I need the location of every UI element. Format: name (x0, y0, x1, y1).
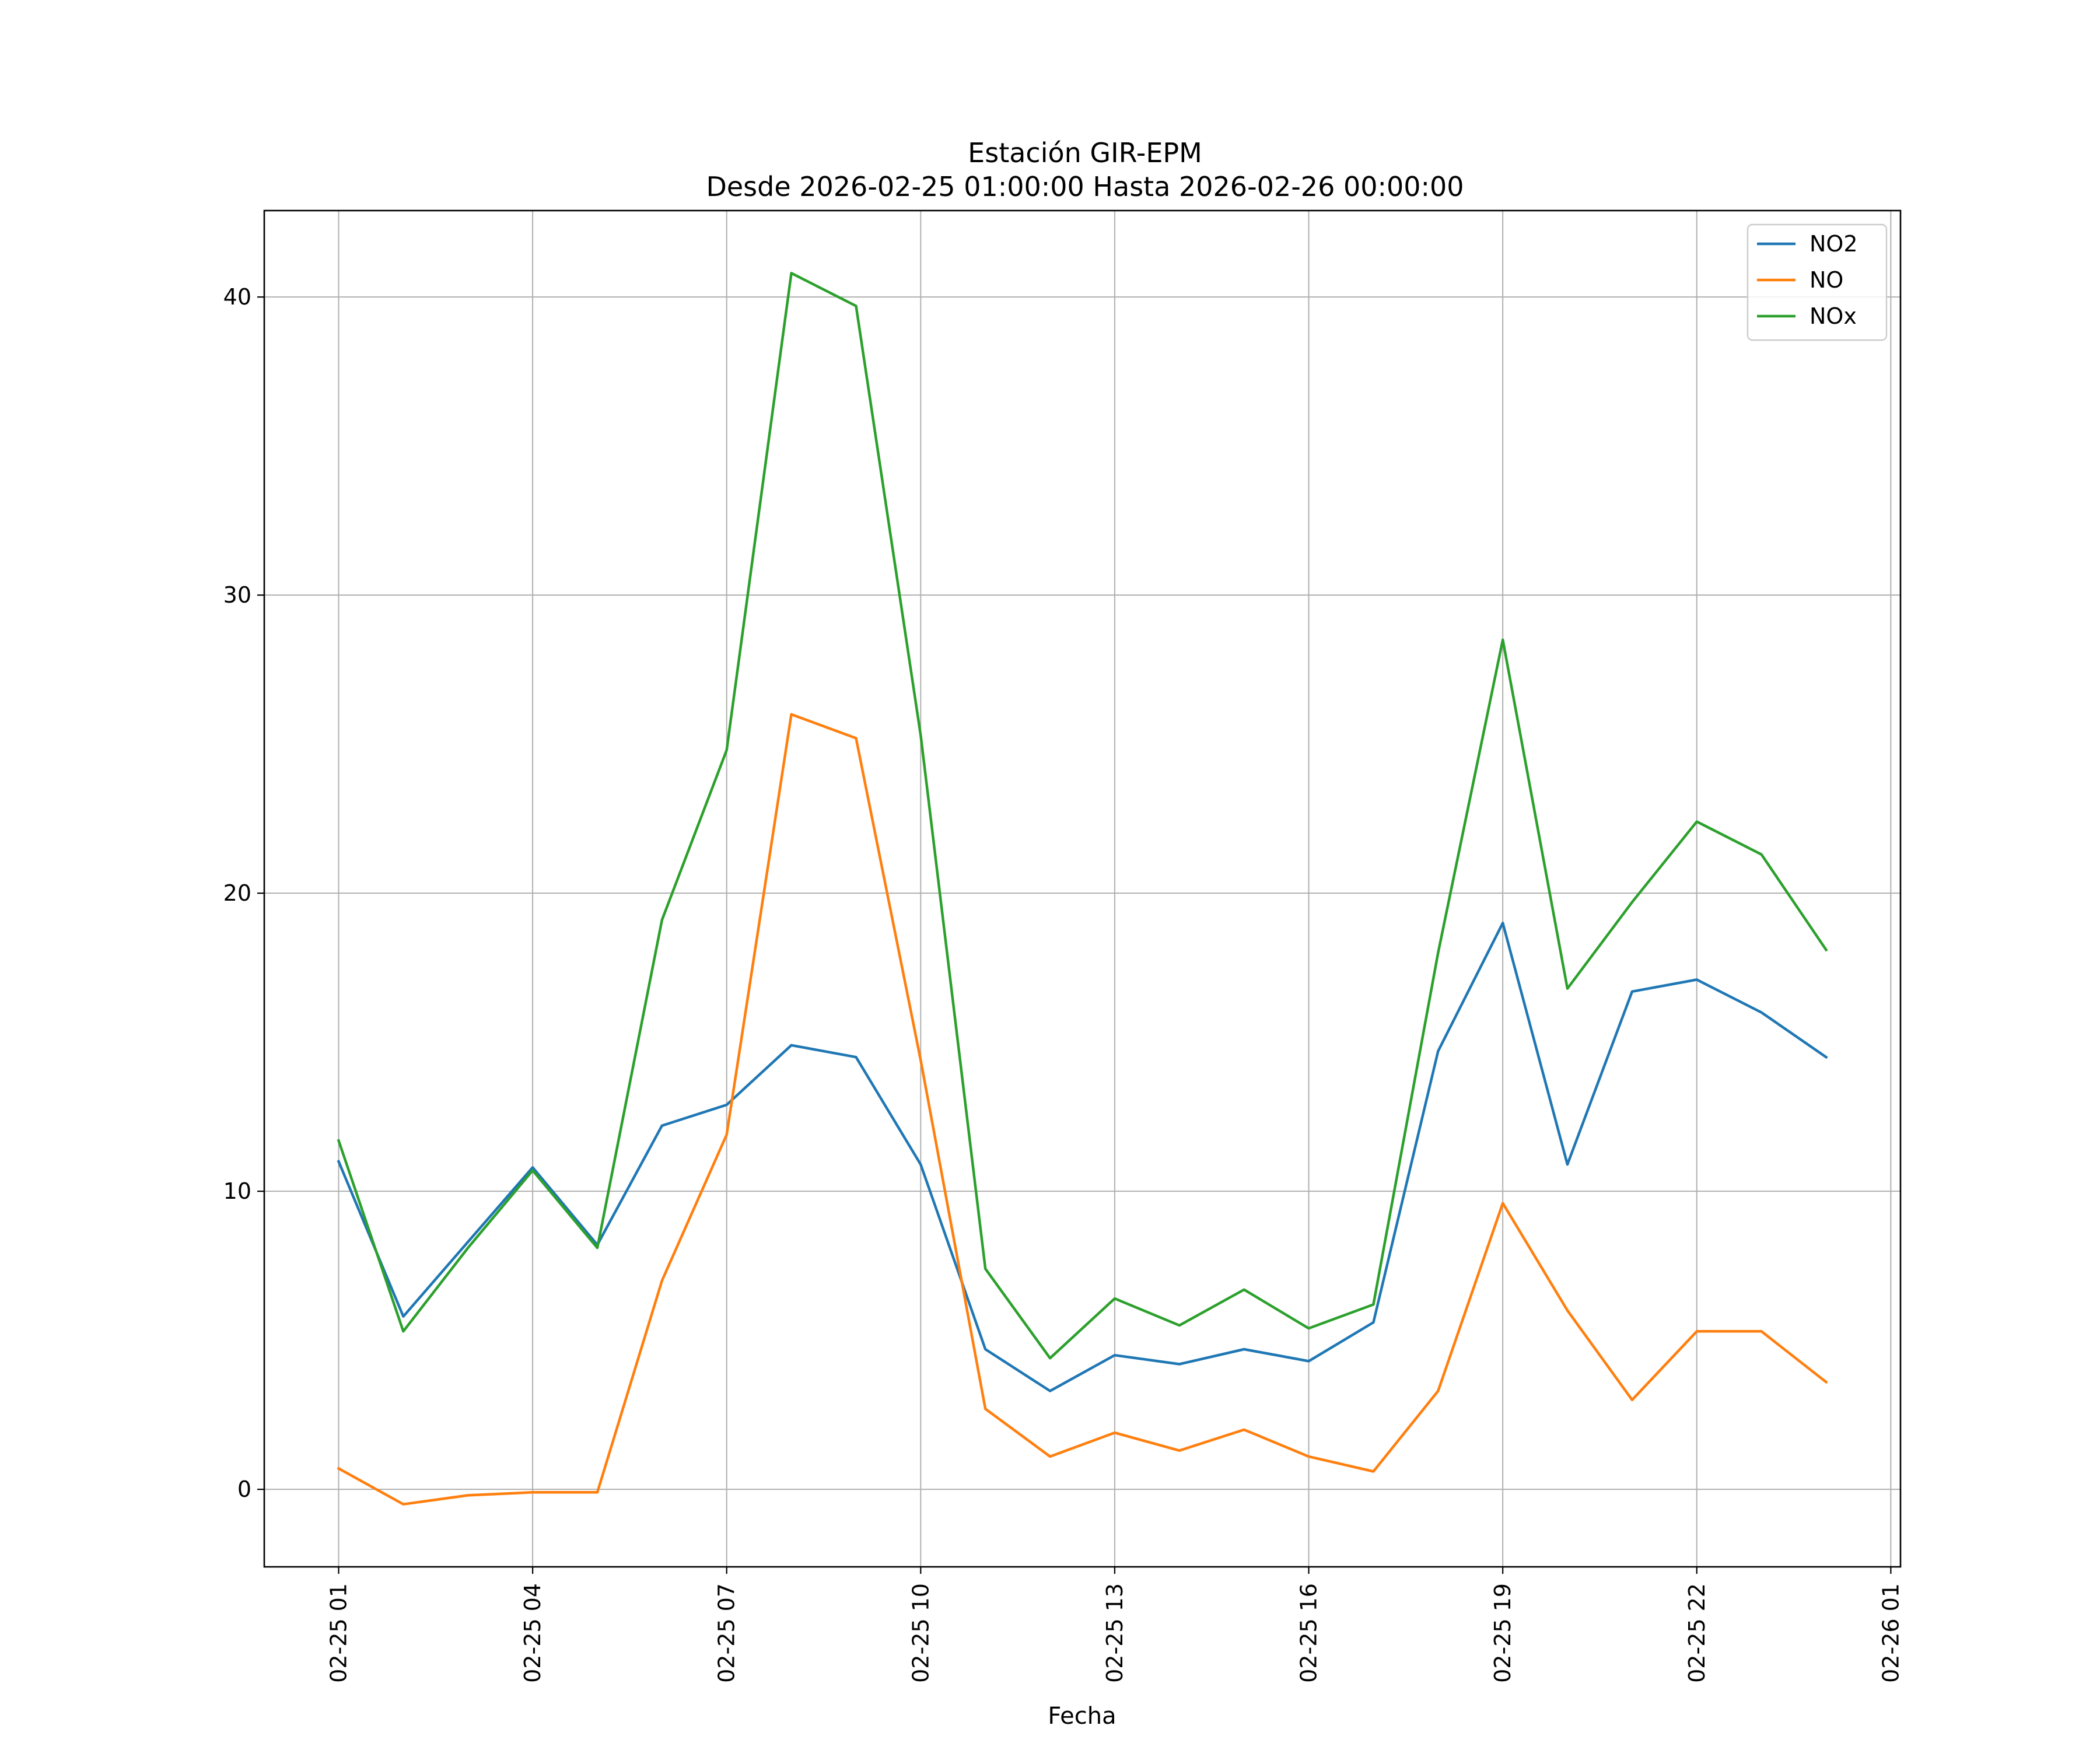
chart-title: Estación GIR-EPM (968, 137, 1202, 169)
x-tick-label: 02-26 01 (1878, 1583, 1903, 1683)
chart-subtitle: Desde 2026-02-25 01:00:00 Hasta 2026-02-… (706, 171, 1464, 202)
legend-label-no2: NO2 (1810, 231, 1858, 257)
legend-label-no: NO (1810, 267, 1843, 293)
legend: NO2 NO NOx (1746, 223, 1888, 341)
series-line-no (337, 713, 1828, 1506)
y-tick-label: 40 (223, 284, 251, 310)
y-axis-ticks: 0 10 20 30 40 (223, 284, 264, 1502)
x-axis-label: Fecha (1048, 1703, 1116, 1730)
x-tick-label: 02-25 01 (326, 1583, 352, 1683)
x-tick-label: 02-25 04 (520, 1583, 545, 1683)
x-tick-label: 02-25 16 (1296, 1583, 1322, 1683)
y-tick-label: 20 (223, 880, 251, 906)
y-tick-label: 10 (223, 1178, 251, 1204)
y-tick-label: 30 (223, 582, 251, 608)
grid-lines (264, 211, 1901, 1567)
x-tick-label: 02-25 13 (1102, 1583, 1128, 1683)
series-line-no2 (337, 922, 1828, 1392)
x-tick-label: 02-25 22 (1684, 1583, 1710, 1683)
x-axis-ticks: 02-25 01 02-25 04 02-25 07 02-25 10 02-25 13… (326, 1567, 1903, 1683)
plot-area-frame (263, 209, 1902, 1568)
legend-box (1746, 223, 1888, 341)
series-line-nox (337, 272, 1828, 1360)
series-lines (337, 272, 1828, 1506)
y-tick-label: 0 (237, 1476, 251, 1502)
legend-label-nox: NOx (1810, 303, 1857, 329)
x-tick-label: 02-25 19 (1490, 1583, 1516, 1683)
x-tick-label: 02-25 07 (714, 1583, 740, 1683)
x-tick-label: 02-25 10 (908, 1583, 933, 1683)
